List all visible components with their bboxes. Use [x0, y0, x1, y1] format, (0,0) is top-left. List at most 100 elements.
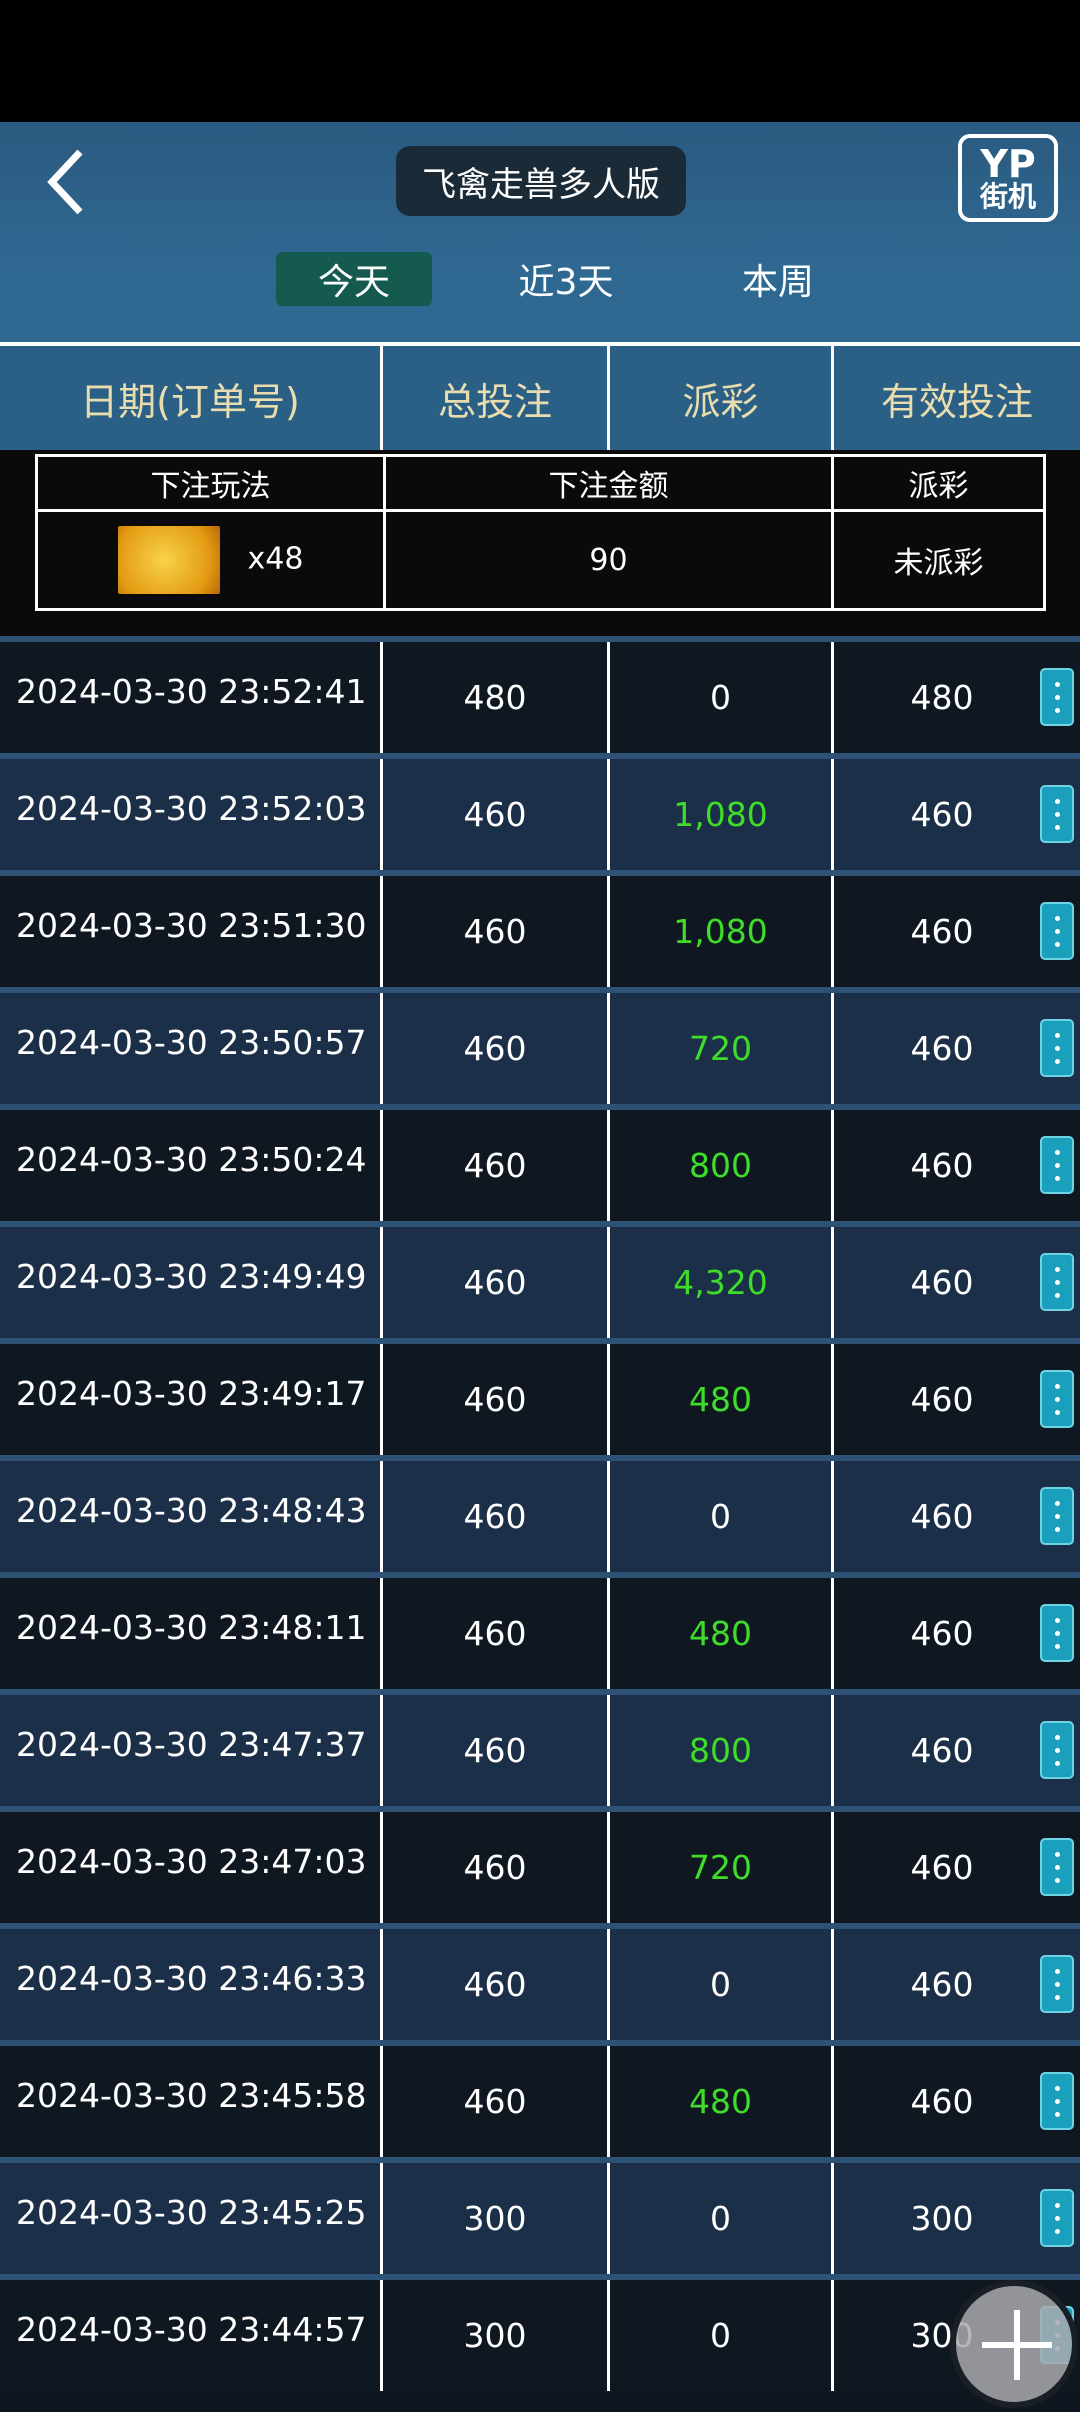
dot-icon — [1054, 681, 1060, 687]
row-date: 2024-03-30 23:46:33 — [0, 1929, 383, 2040]
row-payout: 480 — [610, 2046, 834, 2157]
dot-icon — [1054, 798, 1060, 804]
status-bar — [0, 0, 1080, 122]
dot-icon — [1054, 707, 1060, 713]
row-valid: 300 — [910, 2199, 974, 2238]
tab-week[interactable]: 本周 — [741, 262, 814, 303]
dot-icon — [1054, 1526, 1060, 1532]
dot-icon — [1054, 941, 1060, 947]
more-menu-button[interactable] — [1040, 902, 1074, 960]
table-row[interactable]: 2024-03-30 23:48:11 460 480 460 — [0, 1572, 1080, 1689]
row-bet: 460 — [383, 1461, 610, 1572]
col-total-bet: 总投注 — [383, 346, 610, 450]
row-bet: 460 — [383, 759, 610, 870]
row-valid: 460 — [910, 1146, 974, 1185]
more-menu-button[interactable] — [1040, 1955, 1074, 2013]
dot-icon — [1054, 1864, 1060, 1870]
table-row[interactable]: 2024-03-30 23:49:17 460 480 460 — [0, 1338, 1080, 1455]
row-payout: 480 — [610, 1344, 834, 1455]
table-row[interactable]: 2024-03-30 23:47:37 460 800 460 — [0, 1689, 1080, 1806]
table-row[interactable]: 2024-03-30 23:47:03 460 720 460 — [0, 1806, 1080, 1923]
detail-payout: 未派彩 — [831, 509, 1046, 611]
table-row[interactable]: 2024-03-30 23:51:30 460 1,080 460 — [0, 870, 1080, 987]
header: 飞禽走兽多人版 YP 街机 今天 近3天 本周 — [0, 122, 1080, 342]
table-row[interactable]: 2024-03-30 23:52:03 460 1,080 460 — [0, 753, 1080, 870]
dot-icon — [1054, 1617, 1060, 1623]
dot-icon — [1054, 1968, 1060, 1974]
dot-icon — [1054, 1851, 1060, 1857]
dot-icon — [1054, 1162, 1060, 1168]
more-menu-button[interactable] — [1040, 2072, 1074, 2130]
row-payout: 1,080 — [610, 876, 834, 987]
multiplier: x48 — [247, 541, 304, 577]
dot-icon — [1054, 824, 1060, 830]
yp-logo: YP 街机 — [958, 134, 1058, 222]
dot-icon — [1054, 915, 1060, 921]
row-date: 2024-03-30 23:47:37 — [0, 1695, 383, 1806]
golden-shark-icon — [117, 526, 220, 594]
row-bet: 300 — [383, 2280, 610, 2391]
more-menu-button[interactable] — [1040, 1604, 1074, 1662]
table-row[interactable]: 2024-03-30 23:48:43 460 0 460 — [0, 1455, 1080, 1572]
row-valid: 460 — [910, 1731, 974, 1770]
table-row[interactable]: 2024-03-30 23:52:41 480 0 480 — [0, 636, 1080, 753]
more-menu-button[interactable] — [1040, 1487, 1074, 1545]
row-payout: 720 — [610, 1812, 834, 1923]
row-date: 2024-03-30 23:48:11 — [0, 1578, 383, 1689]
row-date: 2024-03-30 23:44:57 — [0, 2280, 383, 2391]
row-bet: 300 — [383, 2163, 610, 2274]
detail-play: x48 — [35, 509, 386, 611]
row-bet: 460 — [383, 1227, 610, 1338]
row-valid: 460 — [910, 1848, 974, 1887]
more-menu-button[interactable] — [1040, 1019, 1074, 1077]
table-row[interactable]: 2024-03-30 23:49:49 460 4,320 460 — [0, 1221, 1080, 1338]
row-valid: 460 — [910, 1497, 974, 1536]
dot-icon — [1054, 694, 1060, 700]
tab-today[interactable]: 今天 — [276, 252, 432, 306]
dot-icon — [1054, 1500, 1060, 1506]
bet-list: 2024-03-30 23:52:41 480 0 480 2024-03-30… — [0, 636, 1080, 2391]
col-date: 日期(订单号) — [0, 346, 383, 450]
detail-header-play: 下注玩法 — [35, 454, 386, 512]
table-row[interactable]: 2024-03-30 23:44:57 300 0 300 — [0, 2274, 1080, 2391]
row-payout: 4,320 — [610, 1227, 834, 1338]
row-bet: 480 — [383, 642, 610, 753]
dot-icon — [1054, 1279, 1060, 1285]
row-valid: 460 — [910, 795, 974, 834]
table-row[interactable]: 2024-03-30 23:50:57 460 720 460 — [0, 987, 1080, 1104]
dot-icon — [1054, 928, 1060, 934]
floating-plus-button[interactable] — [950, 2280, 1078, 2408]
row-date: 2024-03-30 23:49:17 — [0, 1344, 383, 1455]
row-payout: 0 — [610, 1929, 834, 2040]
row-payout: 800 — [610, 1110, 834, 1221]
dot-icon — [1054, 1266, 1060, 1272]
more-menu-button[interactable] — [1040, 2189, 1074, 2247]
more-menu-button[interactable] — [1040, 1253, 1074, 1311]
row-bet: 460 — [383, 2046, 610, 2157]
table-row[interactable]: 2024-03-30 23:50:24 460 800 460 — [0, 1104, 1080, 1221]
row-bet: 460 — [383, 1695, 610, 1806]
dot-icon — [1054, 1292, 1060, 1298]
row-valid: 460 — [910, 1965, 974, 2004]
dot-icon — [1054, 1994, 1060, 2000]
dot-icon — [1054, 1058, 1060, 1064]
row-payout: 0 — [610, 642, 834, 753]
more-menu-button[interactable] — [1040, 1721, 1074, 1779]
row-valid: 460 — [910, 1263, 974, 1302]
dot-icon — [1054, 1981, 1060, 1987]
tab-3days[interactable]: 近3天 — [518, 262, 614, 303]
dot-icon — [1054, 2215, 1060, 2221]
more-menu-button[interactable] — [1040, 785, 1074, 843]
more-menu-button[interactable] — [1040, 668, 1074, 726]
table-row[interactable]: 2024-03-30 23:45:58 460 480 460 — [0, 2040, 1080, 2157]
row-date: 2024-03-30 23:52:41 — [0, 642, 383, 753]
table-row[interactable]: 2024-03-30 23:45:25 300 0 300 — [0, 2157, 1080, 2274]
back-button[interactable] — [40, 142, 100, 222]
more-menu-button[interactable] — [1040, 1838, 1074, 1896]
more-menu-button[interactable] — [1040, 1136, 1074, 1194]
more-menu-button[interactable] — [1040, 1370, 1074, 1428]
dot-icon — [1054, 2228, 1060, 2234]
dot-icon — [1054, 2202, 1060, 2208]
table-row[interactable]: 2024-03-30 23:46:33 460 0 460 — [0, 1923, 1080, 2040]
dot-icon — [1054, 1396, 1060, 1402]
